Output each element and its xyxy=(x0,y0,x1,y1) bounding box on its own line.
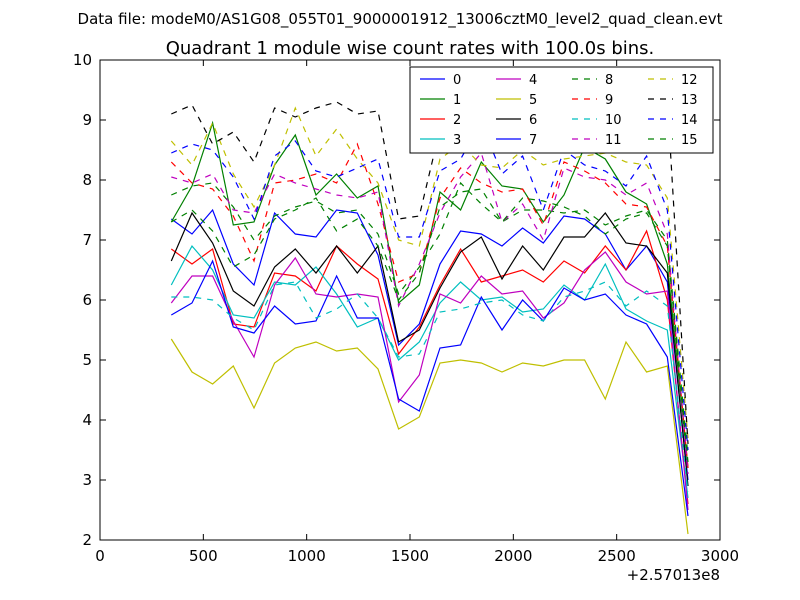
series-line-9 xyxy=(170,142,689,469)
figure-suptitle: Data file: modeM0/AS1G08_055T01_90000019… xyxy=(78,10,723,29)
y-tick-label: 4 xyxy=(82,411,92,429)
legend-label-6: 6 xyxy=(529,113,537,128)
legend-label-8: 8 xyxy=(605,73,613,88)
y-tick-label: 7 xyxy=(82,231,92,249)
x-tick-label: 2500 xyxy=(598,547,636,565)
series-line-0 xyxy=(170,208,689,481)
series-line-3 xyxy=(170,244,689,499)
x-tick-label: 3000 xyxy=(701,547,739,565)
x-tick-label: 0 xyxy=(95,547,105,565)
series-line-7 xyxy=(170,259,689,517)
series-line-5 xyxy=(170,338,689,535)
y-tick-label: 5 xyxy=(82,351,92,369)
series-line-10 xyxy=(171,281,689,493)
series-layer xyxy=(170,89,689,535)
x-offset-label: +2.57013e8 xyxy=(627,566,720,584)
x-tick-label: 500 xyxy=(189,547,218,565)
legend-label-14: 14 xyxy=(681,113,698,128)
y-tick-label: 3 xyxy=(82,471,92,489)
series-line-15 xyxy=(170,188,689,463)
legend-label-13: 13 xyxy=(681,93,698,108)
series-line-14 xyxy=(171,121,689,451)
legend-label-9: 9 xyxy=(605,93,613,108)
chart-title: Quadrant 1 module wise count rates with … xyxy=(166,38,655,59)
legend-label-15: 15 xyxy=(681,133,698,148)
series-line-4 xyxy=(170,251,689,511)
x-tick-label: 2000 xyxy=(494,547,532,565)
series-line-11 xyxy=(171,151,689,475)
legend-label-5: 5 xyxy=(529,93,537,108)
y-tick-label: 10 xyxy=(73,51,92,69)
legend-label-0: 0 xyxy=(453,73,461,88)
y-tick-label: 2 xyxy=(82,531,92,549)
x-tick-label: 1500 xyxy=(391,547,429,565)
legend-label-12: 12 xyxy=(681,73,698,88)
legend-label-7: 7 xyxy=(529,133,537,148)
legend-label-4: 4 xyxy=(529,73,537,88)
plot-frame xyxy=(99,59,721,541)
legend-label-2: 2 xyxy=(453,113,461,128)
y-tick-label: 6 xyxy=(82,291,92,309)
series-line-6 xyxy=(170,211,689,487)
series-line-2 xyxy=(170,229,689,505)
y-tick-label: 9 xyxy=(82,111,92,129)
x-tick-label: 1000 xyxy=(288,547,326,565)
legend-label-3: 3 xyxy=(453,133,461,148)
legend-label-1: 1 xyxy=(453,93,461,108)
legend-label-10: 10 xyxy=(605,113,622,128)
y-tick-label: 8 xyxy=(82,171,92,189)
legend-label-11: 11 xyxy=(605,133,622,148)
